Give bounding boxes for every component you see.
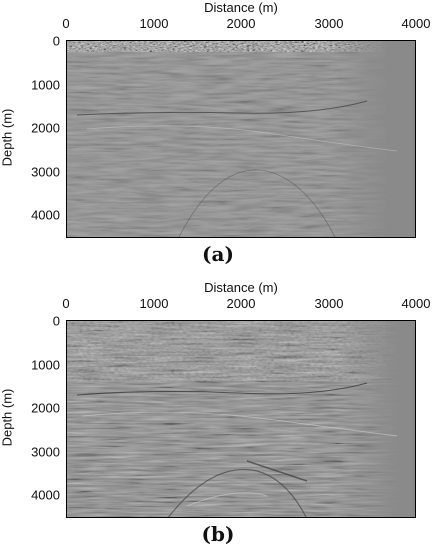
- x-tick-label: 1000: [139, 16, 169, 31]
- x-tick-label: 0: [62, 16, 70, 31]
- seismic-section-a: [67, 41, 415, 237]
- x-tick-label: 3000: [314, 296, 344, 311]
- y-tick-label: 2000: [31, 400, 60, 416]
- y-tick-label: 1000: [31, 357, 60, 373]
- panel-caption: (a): [202, 242, 234, 266]
- x-tick-label: 4000: [401, 16, 431, 31]
- y-tick-label: 2000: [31, 120, 60, 136]
- y-tick-label: 0: [52, 33, 60, 49]
- y-tick-label: 4000: [31, 207, 60, 223]
- y-axis-title: Depth (m): [0, 388, 15, 447]
- panel-b: Distance (m) 0 1000 2000 3000 4000 Depth…: [0, 280, 436, 550]
- y-tick-label: 3000: [31, 444, 60, 460]
- seismic-image-a: [66, 40, 416, 238]
- y-tick-label: 3000: [31, 164, 60, 180]
- y-tick-label: 1000: [31, 77, 60, 93]
- x-tick-label: 1000: [139, 296, 169, 311]
- x-tick-label: 2000: [226, 296, 256, 311]
- x-axis-title: Distance (m): [204, 0, 278, 15]
- seismic-image-b: [66, 320, 416, 518]
- x-tick-label: 4000: [401, 296, 431, 311]
- x-tick-label: 0: [62, 296, 70, 311]
- x-tick-label: 3000: [314, 16, 344, 31]
- x-tick-label: 2000: [226, 16, 256, 31]
- panel-a: Distance (m) 0 1000 2000 3000 4000 Depth…: [0, 0, 431, 266]
- x-axis-title: Distance (m): [204, 280, 278, 295]
- y-tick-label: 0: [52, 313, 60, 329]
- seismic-section-b: [67, 321, 415, 517]
- y-tick-label: 4000: [31, 487, 60, 503]
- y-axis-title: Depth (m): [0, 108, 15, 167]
- panel-caption: (b): [201, 522, 235, 546]
